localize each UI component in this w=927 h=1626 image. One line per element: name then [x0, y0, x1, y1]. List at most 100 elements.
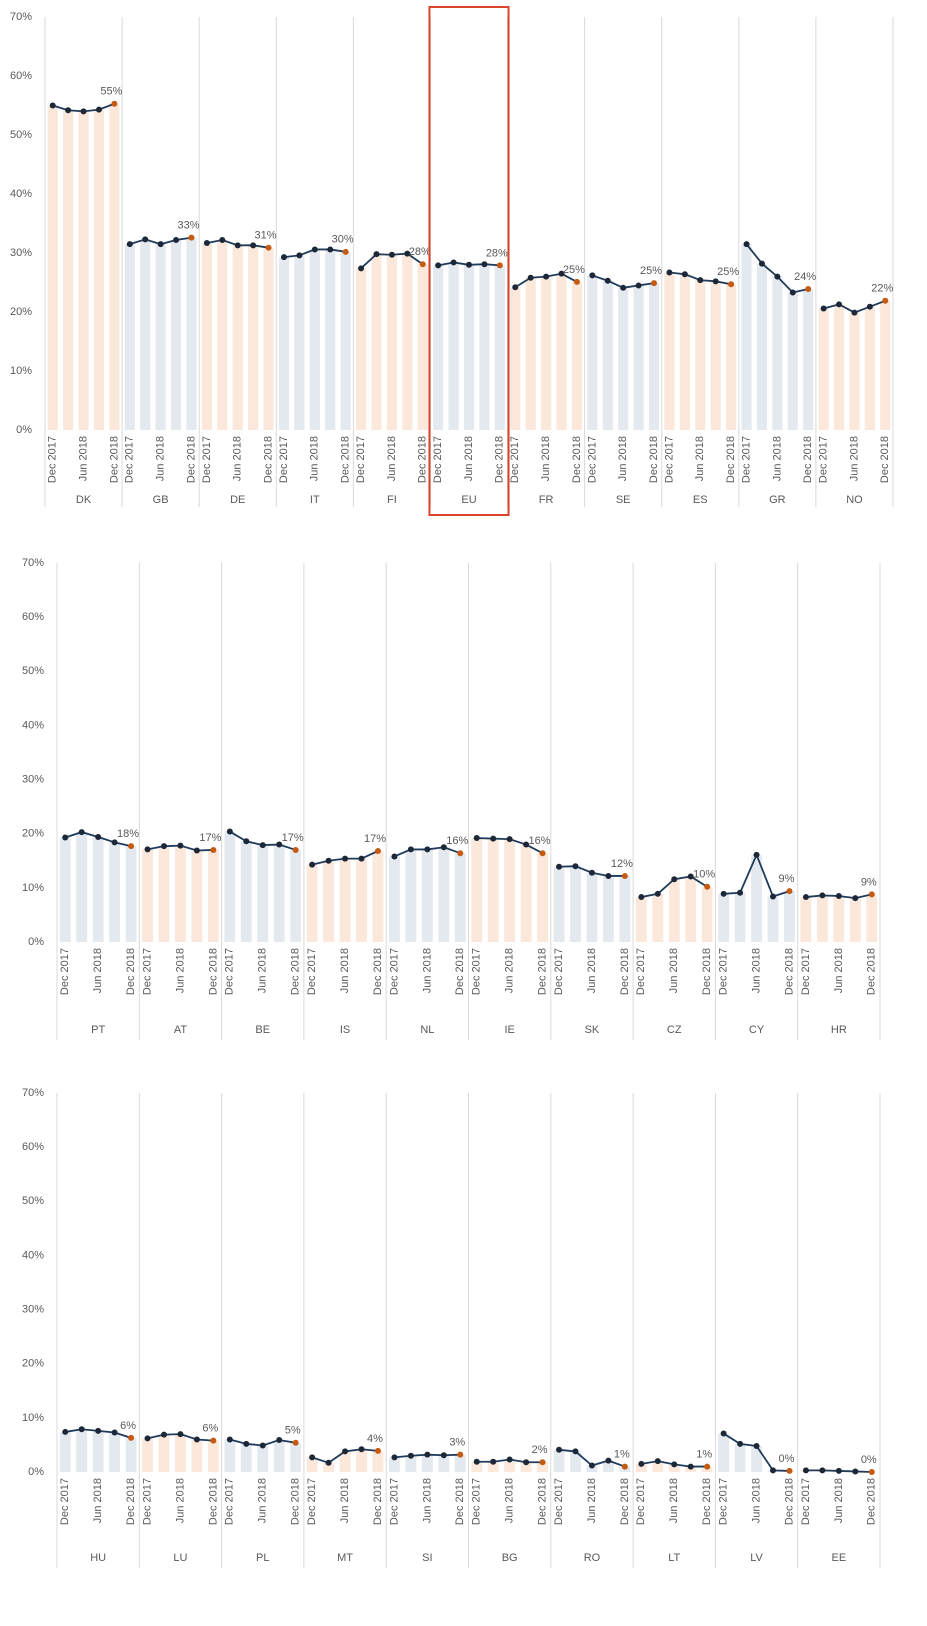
point: [473, 1458, 480, 1465]
value-label: 3%: [449, 1437, 465, 1449]
value-label: 12%: [611, 858, 633, 870]
group-label: DE: [230, 494, 245, 506]
y-tick-label: 60%: [10, 70, 32, 82]
point: [556, 863, 563, 870]
bar: [109, 1432, 121, 1472]
bar: [309, 249, 320, 430]
point: [243, 1440, 250, 1447]
point: [374, 1447, 381, 1454]
bar: [751, 1446, 762, 1472]
bar: [124, 244, 135, 430]
x-tick-label: Jun 2018: [155, 436, 167, 481]
x-tick-label: Dec 2018: [571, 436, 583, 483]
group-label: PL: [256, 1552, 269, 1564]
bar: [371, 254, 382, 430]
point: [786, 888, 793, 895]
bar: [257, 845, 269, 942]
point: [473, 835, 480, 842]
bar: [388, 1457, 400, 1472]
x-tick-label: Dec 2017: [388, 1478, 400, 1525]
point: [671, 1461, 678, 1468]
point: [128, 1434, 135, 1441]
value-label: 28%: [409, 246, 431, 258]
x-tick-label: Dec 2017: [635, 1478, 647, 1525]
x-tick-label: Dec 2017: [800, 1478, 812, 1525]
x-tick-label: Jun 2018: [232, 436, 244, 481]
bar: [323, 1462, 335, 1472]
x-tick-label: Jun 2018: [92, 948, 104, 993]
point: [342, 855, 349, 862]
group-label: IT: [310, 494, 320, 506]
point: [704, 1463, 711, 1470]
point: [621, 1463, 628, 1470]
group-label: FI: [387, 494, 397, 506]
x-tick-label: Jun 2018: [586, 1478, 598, 1523]
x-tick-label: Dec 2018: [340, 436, 352, 483]
y-tick-label: 20%: [22, 828, 44, 840]
point: [819, 1467, 826, 1474]
bar: [47, 105, 58, 430]
value-label: 18%: [117, 828, 139, 840]
group-label: IE: [504, 1024, 514, 1036]
group-label: GR: [769, 494, 786, 506]
group-label: BE: [255, 1024, 270, 1036]
x-tick-label: Dec 2017: [59, 948, 71, 995]
x-tick-label: Jun 2018: [694, 436, 706, 481]
bar: [290, 849, 302, 942]
bar: [93, 109, 105, 430]
value-label: 33%: [177, 220, 199, 232]
x-tick-label: Dec 2018: [372, 1478, 384, 1525]
group-label: HR: [831, 1024, 847, 1036]
x-tick-label: Dec 2017: [59, 1478, 71, 1525]
value-label: 2%: [532, 1444, 548, 1456]
value-label: 9%: [861, 876, 877, 888]
point: [868, 891, 875, 898]
y-tick-label: 30%: [10, 247, 32, 259]
bar: [448, 262, 459, 430]
point: [259, 842, 266, 849]
x-tick-label: Dec 2017: [47, 436, 59, 483]
bar: [787, 292, 798, 430]
y-tick-label: 30%: [22, 1303, 44, 1315]
bar: [734, 892, 746, 942]
point: [523, 841, 530, 848]
point: [292, 1439, 299, 1446]
value-label: 0%: [861, 1454, 877, 1466]
group-label: NL: [420, 1024, 434, 1036]
bar: [421, 849, 433, 942]
bar: [257, 1445, 269, 1472]
bar: [290, 1442, 302, 1472]
point: [250, 242, 257, 249]
point: [728, 281, 735, 288]
bar: [833, 895, 845, 942]
x-tick-label: Dec 2017: [224, 1478, 236, 1525]
point: [142, 236, 149, 243]
group-label: CY: [749, 1024, 765, 1036]
bar: [479, 264, 490, 430]
x-tick-label: Jun 2018: [504, 948, 516, 993]
bar: [718, 1433, 730, 1472]
bar: [880, 300, 891, 430]
bar: [207, 1440, 219, 1472]
bar: [240, 1443, 252, 1472]
bar: [273, 1440, 285, 1472]
point: [651, 280, 658, 287]
bar: [59, 837, 71, 942]
x-tick-label: Jun 2018: [309, 436, 321, 481]
highlight-box: [428, 6, 510, 516]
point: [325, 1459, 332, 1466]
point: [588, 869, 595, 876]
value-label: 31%: [255, 230, 277, 242]
x-tick-label: Dec 2018: [417, 436, 429, 483]
bar: [325, 249, 336, 430]
point: [588, 1462, 595, 1469]
point: [835, 892, 842, 899]
x-tick-label: Jun 2018: [257, 948, 269, 993]
bar: [652, 893, 664, 942]
point: [512, 284, 519, 291]
bar: [504, 839, 516, 942]
bar: [602, 1460, 614, 1472]
point: [78, 829, 85, 836]
bar: [125, 1437, 137, 1472]
bar: [224, 831, 236, 942]
